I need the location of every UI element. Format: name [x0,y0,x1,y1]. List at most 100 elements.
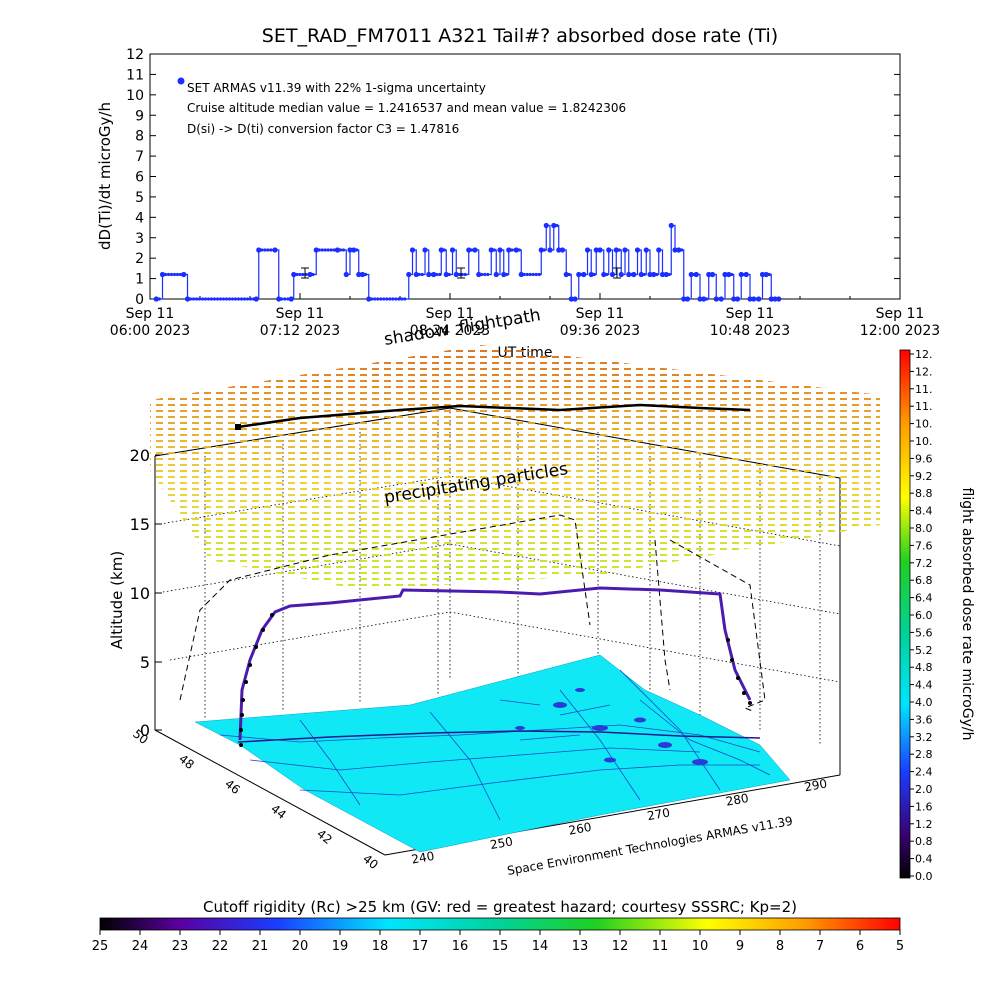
data-point [606,247,612,253]
data-point [420,272,424,277]
data-point [323,248,327,252]
data-point [347,247,353,253]
rigidity-tick-label: 9 [736,939,744,954]
lat-tick-label: 40 [360,852,381,872]
data-point [280,297,284,301]
data-point [363,272,368,277]
data-point [253,296,259,302]
lon-axis: 240 250 260 270 280 290 [410,777,828,867]
data-point [359,271,366,278]
data-point [184,296,191,302]
dose-tick-label: 6.0 [915,609,933,622]
data-point [251,297,256,301]
x-tick-label: 10:48 2023 [710,323,790,339]
data-point [191,297,196,301]
data-point [655,272,659,277]
data-point [329,248,333,252]
rigidity-tick-label: 16 [452,939,469,954]
data-point [634,247,641,253]
data-point [245,297,250,301]
data-point [630,272,634,277]
data-point [291,271,297,278]
data-point [597,247,603,253]
rigidity-tick-label: 7 [816,939,824,954]
data-point [334,247,341,253]
dose-tick-label: 4.8 [915,661,933,674]
data-point [525,272,529,277]
data-point [722,271,728,278]
particle-field [150,345,880,590]
data-point [588,271,594,278]
dose-tick-label: 8.0 [915,522,933,535]
rigidity-tick-label: 15 [492,939,509,954]
data-point [717,297,721,301]
data-point [493,271,499,278]
rigidity-colorbar [99,917,901,931]
lat-tick-label: 44 [268,802,289,822]
data-point [388,297,392,301]
data-point [295,272,299,277]
error-bar [301,267,309,279]
data-point [442,248,446,252]
dose-tick-label: 12. [915,348,933,361]
y-tick-label: 0 [135,292,144,308]
y-tick-label: 10 [126,88,144,104]
data-point [667,272,671,277]
flight-3d-plot: 0 5 10 15 20 Altitude (km) [108,305,880,878]
dose-tick-label: 10. [915,418,933,431]
data-point [576,271,582,278]
data-point [172,272,177,277]
lon-tick-label: 250 [489,834,514,852]
dose-tick-label: 0.0 [915,870,933,883]
data-point [692,272,696,277]
lon-tick-label: 290 [803,777,828,795]
rigidity-tick-label: 13 [572,939,589,954]
data-point [626,271,632,278]
data-point [543,222,549,229]
data-point [286,297,290,301]
dose-tick-label: 10. [915,435,933,448]
data-point [580,272,584,277]
data-point [759,271,766,278]
rigidity-tick-label: 8 [776,939,784,954]
data-point [236,297,241,301]
data-point [443,271,449,278]
data-point [200,297,205,301]
data-point [768,296,774,302]
rigidity-colorbar-title: Cutoff rigidity (Rc) >25 km (GV: red = g… [203,898,797,916]
x-tick-label: Sep 11 [426,306,475,322]
data-point [317,248,321,252]
data-point [513,248,517,252]
data-point [492,248,496,252]
lon-tick-label: 280 [725,791,750,809]
data-point [379,297,383,301]
data-point [463,272,467,277]
map-lakes [515,688,708,765]
data-point [313,247,319,253]
x-tick-label: 09:36 2023 [560,323,640,339]
data-point [592,272,596,277]
data-point [656,247,662,253]
x-tick-label: Sep 11 [576,306,625,322]
dose-tick-label: 4.4 [915,679,933,692]
data-point [406,271,412,278]
data-point [480,272,484,277]
data-point [537,272,541,277]
series-line [156,224,779,300]
x-tick-label: Sep 11 [276,306,325,322]
data-point [510,248,514,252]
data-point [605,272,609,277]
data-point [466,247,472,253]
data-point [501,271,507,278]
data-point [326,248,330,252]
data-point [672,247,678,253]
data-point [730,272,734,277]
dose-colorbar-label: flight absorbed dose rate microGy/h [959,488,975,741]
data-point [159,271,166,278]
data-point [767,272,771,277]
z-axis-label: Altitude (km) [108,551,126,649]
lon-tick-label: 260 [568,820,593,838]
data-point [517,248,521,252]
data-point [488,247,494,253]
dose-tick-label: 3.6 [915,713,933,726]
